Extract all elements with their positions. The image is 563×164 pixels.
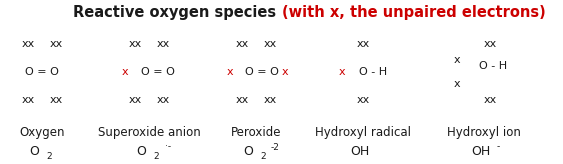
Text: OH: OH [351,145,370,158]
Text: xx: xx [356,95,370,105]
Text: OH: OH [472,145,491,158]
Text: x: x [339,67,346,77]
Text: O - H: O - H [479,61,507,71]
Text: O = O: O = O [245,67,279,77]
Text: O - H: O - H [359,67,387,77]
Text: 2: 2 [154,152,159,161]
Text: xx: xx [128,39,142,49]
Text: Reactive oxygen species: Reactive oxygen species [73,5,282,20]
Text: O: O [136,145,146,158]
Text: xx: xx [483,39,497,49]
Text: -2: -2 [270,143,279,152]
Text: Hydroxyl radical: Hydroxyl radical [315,125,411,139]
Text: xx: xx [50,39,63,49]
Text: Oxygen: Oxygen [20,125,65,139]
Text: ·-: ·- [165,143,171,152]
Text: Peroxide: Peroxide [231,125,282,139]
Text: xx: xx [21,95,35,105]
Text: xx: xx [21,39,35,49]
Text: xx: xx [235,39,249,49]
Text: x: x [282,67,289,77]
Text: xx: xx [263,95,277,105]
Text: x: x [454,80,461,89]
Text: xx: xx [483,95,497,105]
Text: xx: xx [157,95,170,105]
Text: x: x [226,67,233,77]
Text: xx: xx [235,95,249,105]
Text: x: x [454,55,461,65]
Text: (with x, the unpaired electrons): (with x, the unpaired electrons) [282,5,545,20]
Text: x: x [122,67,128,77]
Text: O: O [29,145,39,158]
Text: Hydroxyl ion: Hydroxyl ion [447,125,521,139]
Text: O = O: O = O [141,67,175,77]
Text: -: - [497,142,500,151]
Text: Superoxide anion: Superoxide anion [98,125,200,139]
Text: xx: xx [263,39,277,49]
Text: O: O [243,145,253,158]
Text: xx: xx [128,95,142,105]
Text: xx: xx [50,95,63,105]
Text: 2: 2 [47,152,52,161]
Text: 2: 2 [261,152,266,161]
Text: O = O: O = O [25,67,59,77]
Text: xx: xx [356,39,370,49]
Text: xx: xx [157,39,170,49]
